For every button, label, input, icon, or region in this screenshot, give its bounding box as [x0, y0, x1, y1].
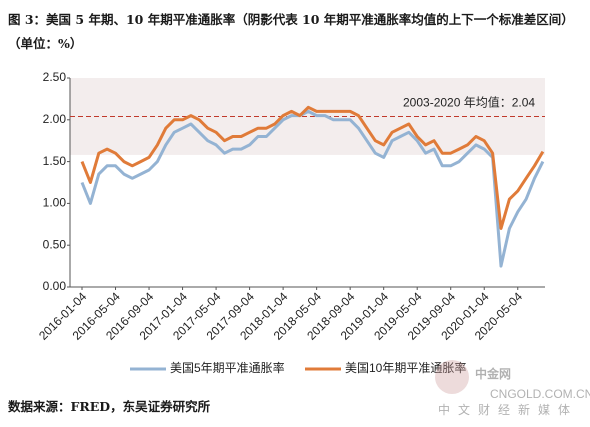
y-tick-label: 0.50 — [43, 237, 67, 251]
watermark-slogan: 中文财经新媒体 — [438, 402, 578, 417]
mean-annotation: 2003-2020 年均值：2.04 — [403, 95, 535, 110]
legend-label: 美国5年期平准通胀率 — [170, 360, 285, 375]
y-tick-label: 1.00 — [43, 196, 67, 210]
chart-title: 图 3：美国 5 年期、10 年期平准通胀率（阴影代表 10 年期平准通胀率均值… — [8, 12, 574, 51]
y-tick-label: 2.00 — [43, 112, 67, 126]
legend-label: 美国10年期平准通胀率 — [345, 360, 466, 375]
source-note: 数据来源：FRED，东吴证券研究所 — [8, 399, 211, 414]
series-line — [80, 109, 545, 268]
y-tick-label: 0.00 — [43, 279, 67, 293]
y-tick-label: 1.50 — [43, 154, 67, 168]
series-line — [80, 105, 545, 230]
y-tick-label: 2.50 — [43, 70, 67, 84]
watermark-site: CNGOLD.COM.CN — [490, 387, 590, 401]
watermark-brand: 中金网 — [475, 366, 511, 381]
watermark-logo — [435, 360, 469, 394]
